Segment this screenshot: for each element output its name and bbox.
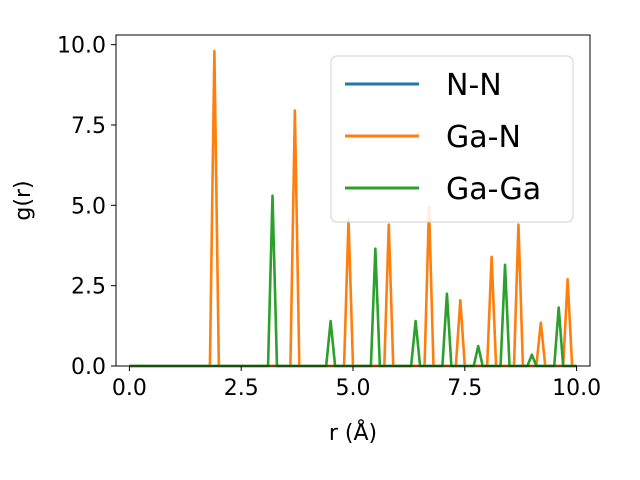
y-tick-label: 5.0 [71, 194, 106, 219]
y-tick-label: 2.5 [71, 275, 106, 300]
x-axis: 0.0 2.5 5.0 7.5 10.0 [112, 366, 601, 401]
x-tick-label: 5.0 [336, 376, 371, 401]
y-tick-label: 10.0 [57, 34, 106, 59]
x-axis-title: r (Å) [329, 419, 377, 446]
x-tick-label: 7.5 [447, 376, 482, 401]
x-tick-label: 0.0 [112, 376, 147, 401]
legend: N-N Ga-N Ga-Ga [330, 55, 574, 223]
y-tick-label: 7.5 [71, 114, 106, 139]
x-tick-label: 10.0 [552, 376, 601, 401]
y-tick-label: 0.0 [71, 355, 106, 380]
legend-label: N-N [446, 68, 502, 103]
x-tick-label: 2.5 [224, 376, 259, 401]
y-axis: 0.0 2.5 5.0 7.5 10.0 [57, 34, 116, 380]
y-axis-title: g(r) [11, 180, 36, 220]
legend-label: Ga-Ga [446, 172, 541, 207]
legend-label: Ga-N [446, 120, 521, 155]
legend-box [330, 55, 574, 223]
series-line-ga-ga [129, 194, 577, 368]
